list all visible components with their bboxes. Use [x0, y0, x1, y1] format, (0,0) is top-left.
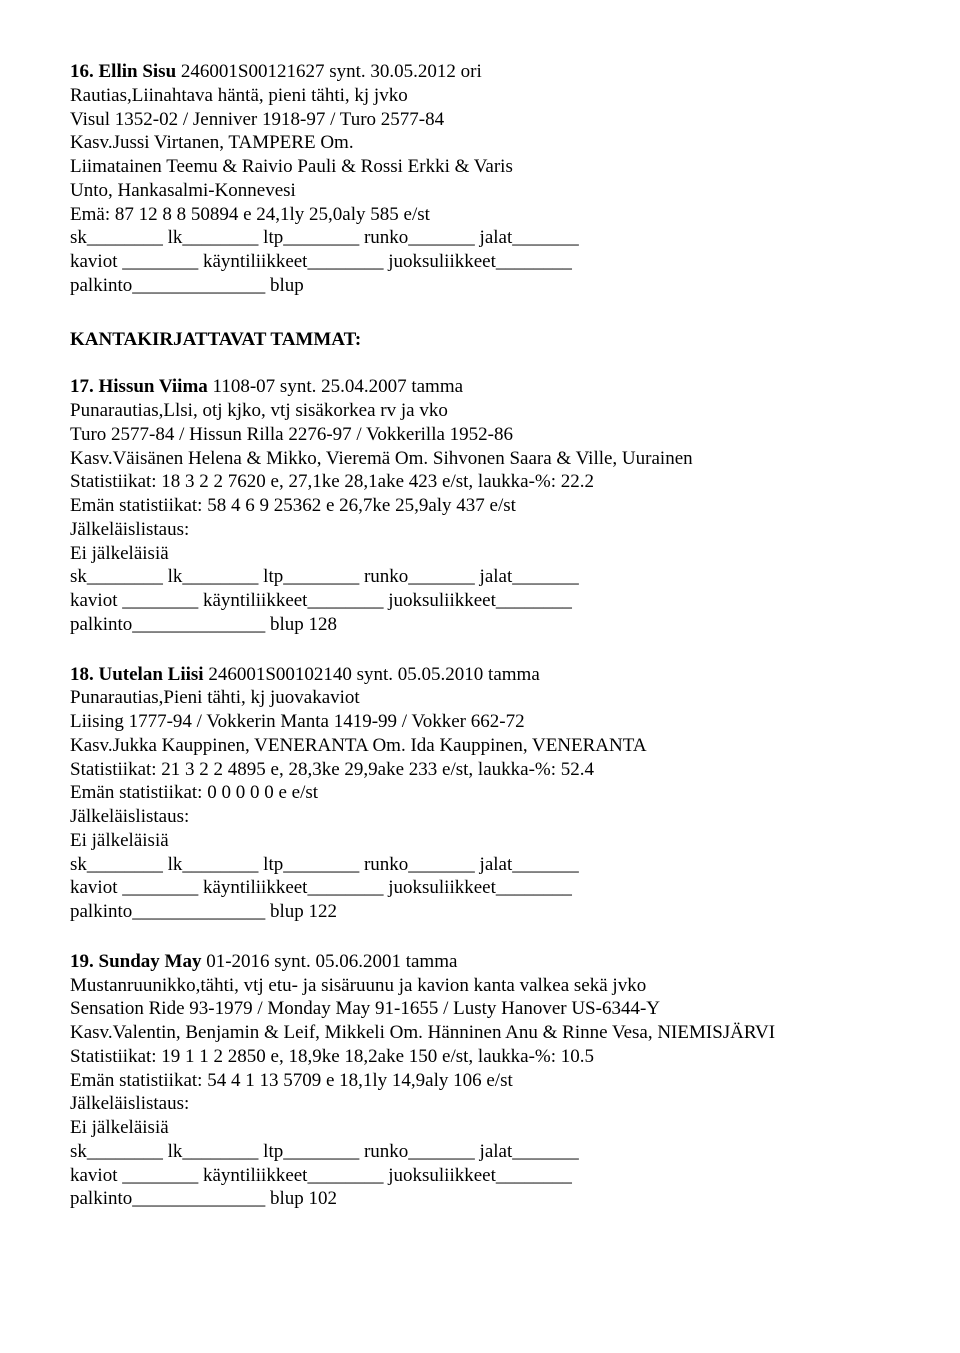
entry-line: Liising 1777-94 / Vokkerin Manta 1419-99…: [70, 710, 890, 734]
entry-title: 16. Ellin Sisu 246001S00121627 synt. 30.…: [70, 60, 890, 84]
entry-line: palkinto______________ blup: [70, 274, 890, 298]
entry-line: Mustanruunikko,tähti, vtj etu- ja sisäru…: [70, 974, 890, 998]
entry-line: Kasv.Valentin, Benjamin & Leif, Mikkeli …: [70, 1021, 890, 1045]
entry-line: palkinto______________ blup 122: [70, 900, 890, 924]
entry-line: Ei jälkeläisiä: [70, 542, 890, 566]
entry-line: kaviot ________ käyntiliikkeet________ j…: [70, 250, 890, 274]
entry-line: Statistiikat: 19 1 1 2 2850 e, 18,9ke 18…: [70, 1045, 890, 1069]
entry-title: 19. Sunday May 01-2016 synt. 05.06.2001 …: [70, 950, 890, 974]
entry-line: Jälkeläislistaus:: [70, 518, 890, 542]
entry-line: sk________ lk________ ltp________ runko_…: [70, 565, 890, 589]
entry-line: palkinto______________ blup 128: [70, 613, 890, 637]
entry-line: Statistiikat: 21 3 2 2 4895 e, 28,3ke 29…: [70, 758, 890, 782]
entry-line: Punarautias,Llsi, otj kjko, vtj sisäkork…: [70, 399, 890, 423]
entry-title-bold: 16. Ellin Sisu: [70, 61, 176, 82]
entry-title-rest: 1108-07 synt. 25.04.2007 tamma: [208, 376, 463, 397]
entry-line: Statistiikat: 18 3 2 2 7620 e, 27,1ke 28…: [70, 470, 890, 494]
entry-title: 18. Uutelan Liisi 246001S00102140 synt. …: [70, 663, 890, 687]
entry-line: kaviot ________ käyntiliikkeet________ j…: [70, 876, 890, 900]
entry-line: kaviot ________ käyntiliikkeet________ j…: [70, 1164, 890, 1188]
entry-line: Jälkeläislistaus:: [70, 805, 890, 829]
entry-line: Kasv.Jussi Virtanen, TAMPERE Om.: [70, 131, 890, 155]
entry-line: Emän statistiikat: 58 4 6 9 25362 e 26,7…: [70, 494, 890, 518]
entry-line: Liimatainen Teemu & Raivio Pauli & Rossi…: [70, 155, 890, 179]
entry-line: Unto, Hankasalmi-Konnevesi: [70, 179, 890, 203]
entry-19: 19. Sunday May 01-2016 synt. 05.06.2001 …: [70, 950, 890, 1211]
entry-line: Ei jälkeläisiä: [70, 1116, 890, 1140]
entry-line: Turo 2577-84 / Hissun Rilla 2276-97 / Vo…: [70, 423, 890, 447]
entry-line: sk________ lk________ ltp________ runko_…: [70, 1140, 890, 1164]
entry-title-bold: 18. Uutelan Liisi: [70, 664, 204, 685]
entry-line: sk________ lk________ ltp________ runko_…: [70, 853, 890, 877]
entry-line: palkinto______________ blup 102: [70, 1187, 890, 1211]
entry-17: 17. Hissun Viima 1108-07 synt. 25.04.200…: [70, 375, 890, 636]
entry-title: 17. Hissun Viima 1108-07 synt. 25.04.200…: [70, 375, 890, 399]
entry-line: Sensation Ride 93-1979 / Monday May 91-1…: [70, 997, 890, 1021]
entry-title-bold: 19. Sunday May: [70, 951, 201, 972]
entry-title-rest: 246001S00121627 synt. 30.05.2012 ori: [176, 61, 482, 82]
entry-16: 16. Ellin Sisu 246001S00121627 synt. 30.…: [70, 60, 890, 298]
entry-line: kaviot ________ käyntiliikkeet________ j…: [70, 589, 890, 613]
entry-line: Kasv.Jukka Kauppinen, VENERANTA Om. Ida …: [70, 734, 890, 758]
entry-18: 18. Uutelan Liisi 246001S00102140 synt. …: [70, 663, 890, 924]
entry-line: Rautias,Liinahtava häntä, pieni tähti, k…: [70, 84, 890, 108]
entry-line: Emän statistiikat: 54 4 1 13 5709 e 18,1…: [70, 1069, 890, 1093]
entry-title-rest: 01-2016 synt. 05.06.2001 tamma: [201, 951, 457, 972]
entry-line: Kasv.Väisänen Helena & Mikko, Vieremä Om…: [70, 447, 890, 471]
section-header: KANTAKIRJATTAVAT TAMMAT:: [70, 328, 890, 352]
entry-title-bold: 17. Hissun Viima: [70, 376, 208, 397]
entry-line: Emä: 87 12 8 8 50894 e 24,1ly 25,0aly 58…: [70, 203, 890, 227]
entry-line: Ei jälkeläisiä: [70, 829, 890, 853]
entry-line: Jälkeläislistaus:: [70, 1092, 890, 1116]
entry-line: Visul 1352-02 / Jenniver 1918-97 / Turo …: [70, 108, 890, 132]
entry-line: Punarautias,Pieni tähti, kj juovakaviot: [70, 686, 890, 710]
entry-title-rest: 246001S00102140 synt. 05.05.2010 tamma: [204, 664, 540, 685]
entry-line: Emän statistiikat: 0 0 0 0 0 e e/st: [70, 781, 890, 805]
entry-line: sk________ lk________ ltp________ runko_…: [70, 226, 890, 250]
